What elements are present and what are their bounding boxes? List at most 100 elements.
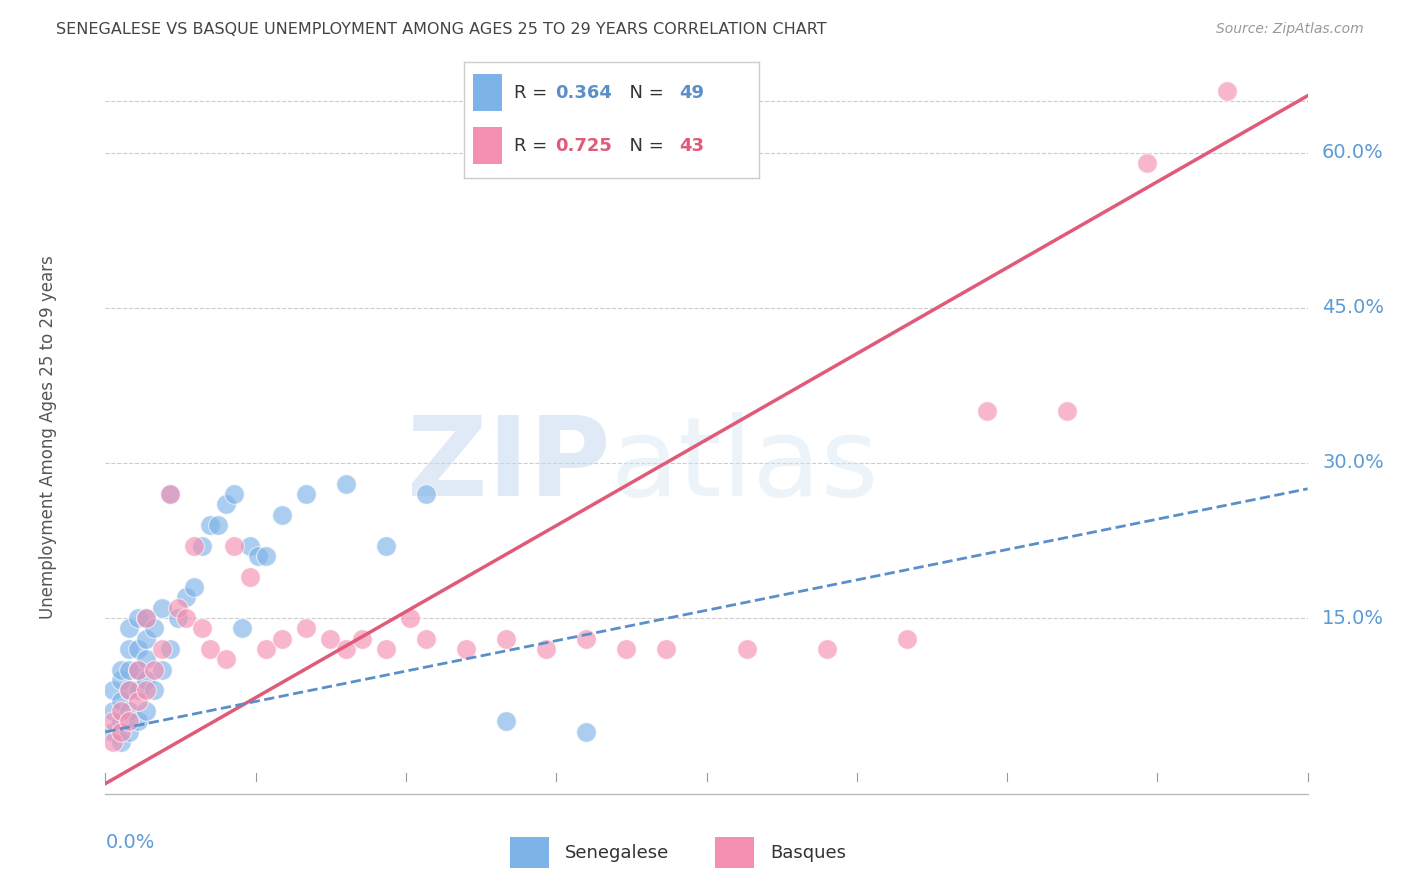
Point xyxy=(118,714,141,729)
Point xyxy=(159,642,181,657)
Text: Unemployment Among Ages 25 to 29 years: Unemployment Among Ages 25 to 29 years xyxy=(39,255,56,619)
Point xyxy=(103,704,125,718)
Point xyxy=(150,663,173,677)
Point xyxy=(222,539,245,553)
Point xyxy=(103,683,125,698)
Text: N =: N = xyxy=(617,84,669,102)
Point xyxy=(1056,404,1078,418)
Point xyxy=(207,518,229,533)
Point xyxy=(254,642,277,657)
Point xyxy=(231,621,253,635)
Point xyxy=(198,518,221,533)
Point xyxy=(246,549,269,563)
Point xyxy=(127,714,149,729)
Point xyxy=(415,487,437,501)
Point xyxy=(335,476,357,491)
Point xyxy=(103,714,125,729)
Point xyxy=(350,632,373,646)
Point xyxy=(118,663,141,677)
Point xyxy=(135,704,157,718)
Point xyxy=(415,632,437,646)
Bar xyxy=(510,838,550,868)
Text: N =: N = xyxy=(617,137,669,155)
Point xyxy=(127,642,149,657)
Point xyxy=(374,642,398,657)
Text: atlas: atlas xyxy=(610,412,879,519)
Text: 0.364: 0.364 xyxy=(555,84,613,102)
Text: 60.0%: 60.0% xyxy=(1322,144,1384,162)
Point xyxy=(976,404,998,418)
Point xyxy=(319,632,342,646)
Point xyxy=(103,724,125,739)
Point xyxy=(295,621,318,635)
Point xyxy=(239,539,262,553)
Point xyxy=(118,704,141,718)
Text: 0.725: 0.725 xyxy=(555,137,613,155)
Point xyxy=(655,642,678,657)
Point xyxy=(575,724,598,739)
Point xyxy=(254,549,277,563)
Text: R =: R = xyxy=(515,84,553,102)
Point xyxy=(214,497,236,511)
Point xyxy=(135,673,157,687)
Point xyxy=(110,663,132,677)
Text: 45.0%: 45.0% xyxy=(1322,298,1384,318)
Text: R =: R = xyxy=(515,137,553,155)
Point xyxy=(295,487,318,501)
Point xyxy=(166,600,188,615)
Point xyxy=(399,611,422,625)
Point xyxy=(110,724,132,739)
Point xyxy=(142,683,165,698)
Bar xyxy=(472,74,502,112)
Point xyxy=(118,724,141,739)
Point xyxy=(270,632,292,646)
Point xyxy=(1216,84,1239,98)
Point xyxy=(127,683,149,698)
Text: 30.0%: 30.0% xyxy=(1322,453,1384,473)
Point xyxy=(495,632,517,646)
Text: 49: 49 xyxy=(679,84,704,102)
Point xyxy=(190,539,212,553)
Point xyxy=(534,642,557,657)
Point xyxy=(110,735,132,749)
Point xyxy=(374,539,398,553)
Point xyxy=(127,663,149,677)
Point xyxy=(110,714,132,729)
Point xyxy=(118,683,141,698)
Point xyxy=(118,683,141,698)
Point xyxy=(159,487,181,501)
Point xyxy=(142,621,165,635)
Point xyxy=(183,580,205,594)
Text: Senegalese: Senegalese xyxy=(565,844,669,862)
Point xyxy=(896,632,918,646)
Point xyxy=(616,642,638,657)
Point xyxy=(135,632,157,646)
Point xyxy=(110,704,132,718)
Text: 43: 43 xyxy=(679,137,704,155)
Point xyxy=(150,642,173,657)
Bar xyxy=(714,838,754,868)
Point xyxy=(183,539,205,553)
Point xyxy=(198,642,221,657)
Text: 0.0%: 0.0% xyxy=(105,833,155,852)
Text: Source: ZipAtlas.com: Source: ZipAtlas.com xyxy=(1216,22,1364,37)
Point xyxy=(127,663,149,677)
Point xyxy=(174,611,197,625)
Point xyxy=(135,683,157,698)
Point xyxy=(135,611,157,625)
Point xyxy=(1136,156,1159,170)
Bar xyxy=(472,128,502,164)
Point xyxy=(103,735,125,749)
Point xyxy=(190,621,212,635)
Point xyxy=(214,652,236,666)
Point xyxy=(110,694,132,708)
Point xyxy=(135,611,157,625)
Point xyxy=(142,663,165,677)
Point xyxy=(127,694,149,708)
Point xyxy=(239,570,262,584)
Point xyxy=(166,611,188,625)
Point xyxy=(135,652,157,666)
Point xyxy=(735,642,758,657)
Point xyxy=(495,714,517,729)
Point xyxy=(575,632,598,646)
